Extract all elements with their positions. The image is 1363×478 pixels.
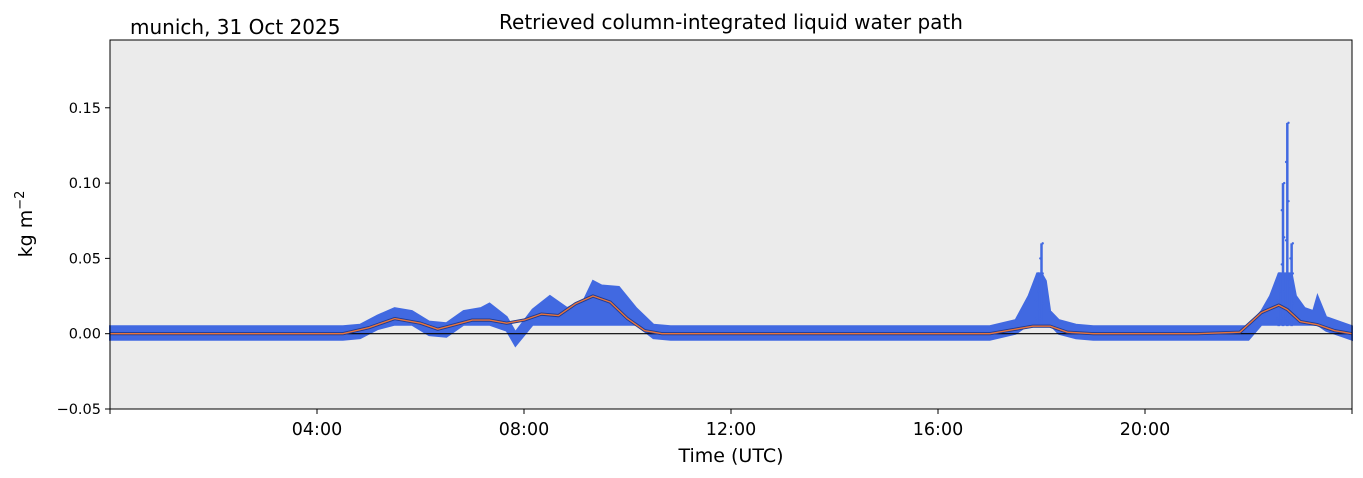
raw-series-point [1034, 281, 1038, 284]
x-tick-label: 04:00 [292, 420, 342, 440]
y-tick-label: 0.05 [69, 251, 101, 267]
raw-series-point [1291, 272, 1295, 275]
y-axis-label-unit: kg m [15, 210, 37, 258]
x-tick-label: 16:00 [913, 420, 963, 440]
y-axis-label: kg m−2 [13, 191, 37, 258]
plot-area [110, 40, 1352, 409]
raw-series-point [1283, 181, 1286, 185]
x-tick-label: 20:00 [1120, 420, 1170, 440]
raw-series-point [1278, 290, 1282, 293]
raw-series-point [1041, 242, 1044, 245]
raw-series-point [1283, 236, 1286, 239]
raw-series-point [1284, 317, 1288, 320]
y-tick-label: 0.15 [69, 101, 101, 117]
y-tick-label: 0.10 [69, 176, 101, 192]
raw-series-point [1284, 239, 1288, 242]
raw-series-point [1289, 287, 1292, 290]
location-date-label: munich, 31 Oct 2025 [130, 15, 340, 39]
y-tick-label: −0.05 [57, 402, 101, 418]
y-axis-label-exponent: −2 [13, 191, 28, 210]
raw-series-point [1283, 290, 1286, 293]
raw-series-point [1039, 317, 1042, 320]
raw-series-point [1034, 317, 1038, 320]
raw-series-point [1276, 299, 1279, 302]
raw-series-point [1291, 242, 1295, 245]
raw-series-point [1289, 257, 1292, 260]
x-tick-label: 12:00 [706, 420, 756, 440]
raw-series-point [1276, 281, 1279, 284]
x-axis-ticks: 04:00 08:00 12:00 16:00 20:00 [109, 409, 1353, 440]
raw-series-point [1287, 199, 1290, 203]
raw-series-point [1287, 121, 1290, 125]
raw-series-spikes [1034, 121, 1295, 327]
smoothed-series-line [110, 295, 1353, 335]
raw-series-point [1278, 308, 1282, 311]
raw-series-point [1280, 208, 1284, 212]
raw-series-point [1039, 287, 1042, 290]
raw-series-point [1284, 160, 1288, 164]
raw-series-point [1276, 317, 1279, 320]
raw-series-point [1034, 299, 1038, 302]
chart-title: Retrieved column-integrated liquid water… [499, 10, 963, 34]
raw-series-point [1287, 278, 1290, 281]
raw-series-point [1041, 302, 1044, 305]
raw-series-point [1039, 257, 1042, 260]
raw-series-point [1037, 290, 1040, 293]
raw-series-point [1278, 272, 1282, 275]
raw-series-point [1037, 272, 1040, 275]
raw-series-point [1291, 302, 1295, 305]
raw-series-point [1280, 317, 1284, 320]
x-axis-label: Time (UTC) [677, 445, 783, 467]
raw-series-point [1037, 308, 1040, 311]
y-tick-label: 0.00 [69, 327, 101, 343]
raw-series-point [1280, 263, 1284, 266]
raw-series-point [1289, 317, 1292, 320]
raw-series-point [1041, 272, 1044, 275]
x-tick-label: 08:00 [499, 420, 549, 440]
y-axis-ticks: −0.05 0.00 0.05 0.10 0.15 [57, 101, 110, 418]
